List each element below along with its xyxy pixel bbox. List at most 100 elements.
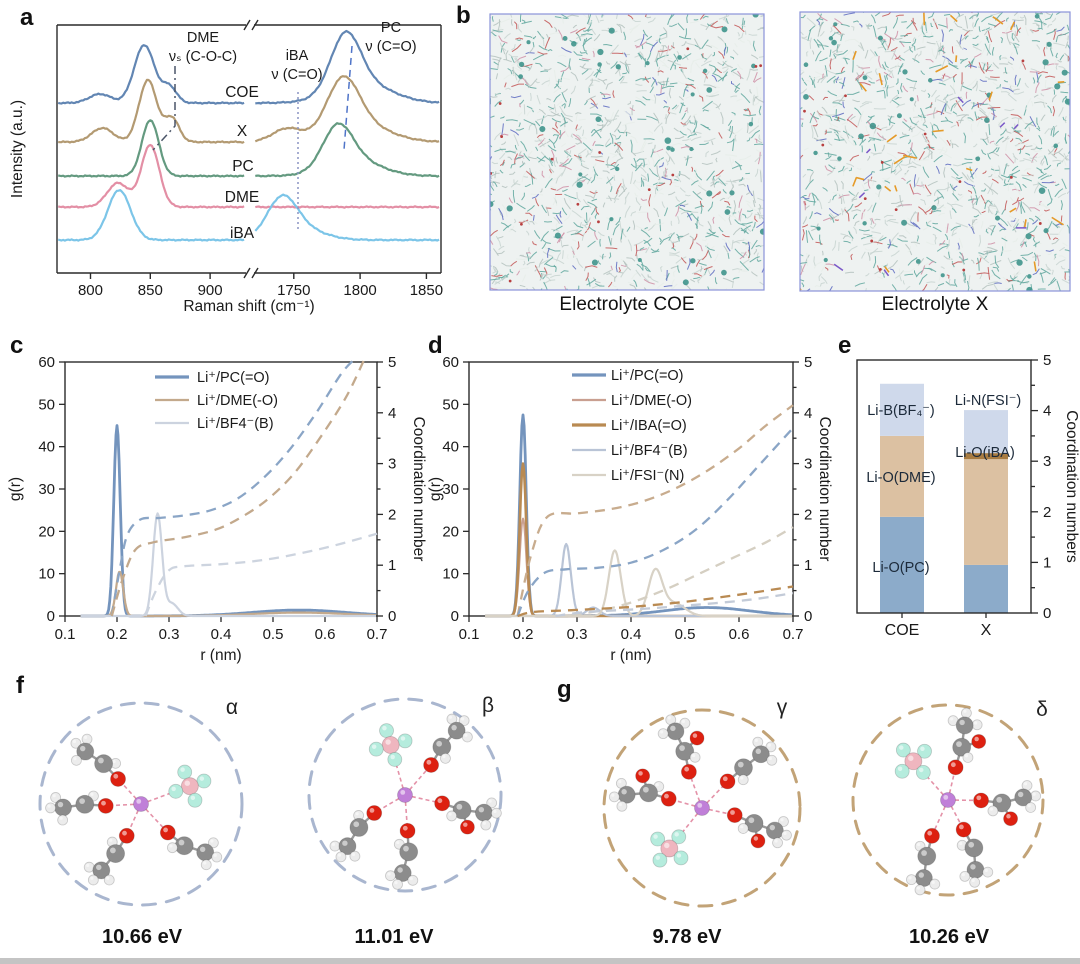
bar-segment <box>880 516 924 613</box>
stacked-bars <box>880 383 1008 613</box>
panel-a-letter: a <box>20 4 34 31</box>
svg-text:Li-O(PC): Li-O(PC) <box>872 560 929 576</box>
svg-text:40: 40 <box>38 439 55 456</box>
svg-text:X: X <box>237 123 248 140</box>
rdf-y-right-label: Coordination number <box>816 417 833 562</box>
molecular-cluster <box>307 697 503 893</box>
svg-text:1: 1 <box>804 557 812 574</box>
bonds <box>334 718 497 885</box>
rdf-y-left-label: g(r) <box>427 477 444 501</box>
bar-segment-labels: Li-B(BF₄⁻) Li-O(DME) Li-O(PC) Li-N(FSI⁻) Li-… <box>866 393 1021 576</box>
svg-text:Li-O(DME): Li-O(DME) <box>866 470 935 486</box>
svg-text:PC: PC <box>232 158 254 175</box>
svg-text:10: 10 <box>38 566 55 583</box>
rdf-x-label: r (nm) <box>200 647 241 664</box>
svg-text:4: 4 <box>388 405 396 422</box>
solvation-shell-circle <box>602 708 802 908</box>
gr-curve <box>80 424 377 618</box>
rdf-x-label: r (nm) <box>610 647 651 664</box>
panel-g-letter: g <box>557 676 572 703</box>
svg-text:COE: COE <box>225 84 259 101</box>
cluster-beta-label: β <box>481 694 495 717</box>
rdf-cn-curves <box>110 359 378 617</box>
rdf-y-right-label: Coordination number <box>410 417 427 562</box>
image-edge-artifact <box>0 958 1080 964</box>
gr-curve <box>485 549 792 618</box>
svg-text:Li⁺/BF4⁻(B): Li⁺/BF4⁻(B) <box>197 416 274 432</box>
svg-text:60: 60 <box>38 354 55 371</box>
svg-text:Li⁺/IBA(=O): Li⁺/IBA(=O) <box>611 418 687 434</box>
solvation-shell-circle <box>851 703 1045 897</box>
molecular-cluster <box>602 708 802 908</box>
solvation-shell-circle <box>38 701 244 907</box>
svg-text:0.5: 0.5 <box>675 626 696 643</box>
svg-text:ν (C=O): ν (C=O) <box>365 39 416 55</box>
raman-x-label: Raman shift (cm⁻¹) <box>183 298 314 315</box>
cluster-delta-energy: 10.26 eV <box>908 926 990 948</box>
rdf-gr-curves <box>484 413 793 618</box>
svg-text:2: 2 <box>1043 504 1051 521</box>
svg-text:0: 0 <box>1043 605 1051 622</box>
panel-f-clusters: f α β 10.66 eV 11.01 eV <box>0 664 540 964</box>
svg-text:30: 30 <box>442 481 459 498</box>
panel-c-rdf-coe: c 0.1 0.2 0.3 0.4 0.5 0.6 0.7 0 10 20 30 40 50 60 0 1 2 3… <box>0 330 440 670</box>
svg-text:1: 1 <box>388 557 396 574</box>
bar-segment <box>964 453 1008 460</box>
rdf-cn-curves <box>516 404 794 618</box>
bar-segment <box>964 410 1008 454</box>
atoms <box>608 714 792 868</box>
bar-segment <box>880 435 924 517</box>
panel-e-letter: e <box>838 332 852 359</box>
atoms <box>329 713 502 890</box>
svg-text:ν (C=O): ν (C=O) <box>271 67 322 83</box>
svg-text:X: X <box>981 622 992 639</box>
panel-a-raman-spectra: a 800 850 900 1750 1800 1850 Raman shift (cm⁻¹… <box>0 0 455 325</box>
svg-text:0.4: 0.4 <box>211 626 232 643</box>
rdf-legend: Li⁺/PC(=O) Li⁺/DME(-O) Li⁺/BF4⁻(B) <box>155 370 278 432</box>
cluster-beta-energy: 11.01 eV <box>354 926 434 948</box>
atoms <box>894 707 1042 896</box>
svg-text:0.6: 0.6 <box>729 626 750 643</box>
cluster-alpha-energy: 10.66 eV <box>101 926 183 948</box>
svg-text:20: 20 <box>442 523 459 540</box>
raman-y-label: Intensity (a.u.) <box>9 100 26 198</box>
rdf-ticks <box>463 361 799 622</box>
svg-text:2: 2 <box>388 506 396 523</box>
cn-curve <box>516 404 794 617</box>
svg-text:0.4: 0.4 <box>621 626 642 643</box>
cluster-drawings-f <box>38 697 503 907</box>
svg-text:30: 30 <box>38 481 55 498</box>
svg-text:Li-B(BF₄⁻): Li-B(BF₄⁻) <box>867 403 935 419</box>
svg-text:Li⁺/DME(-O): Li⁺/DME(-O) <box>197 393 278 409</box>
atoms <box>45 733 223 886</box>
molecular-cluster <box>38 701 244 907</box>
svg-text:0.5: 0.5 <box>263 626 284 643</box>
svg-text:1850: 1850 <box>410 282 443 299</box>
gr-curve <box>80 512 376 618</box>
svg-text:5: 5 <box>804 354 812 371</box>
cluster-alpha-label: α <box>225 696 239 719</box>
panel-e-coordination-bars: e 0 1 2 3 4 5 COE X Coordination numbers Li-B(BF₄… <box>830 330 1080 670</box>
svg-text:0.6: 0.6 <box>315 626 336 643</box>
cn-curve <box>144 532 378 617</box>
svg-text:0: 0 <box>47 608 55 625</box>
md-simulation-boxes <box>489 11 1071 292</box>
panel-d-letter: d <box>428 332 443 359</box>
svg-text:PC: PC <box>381 20 401 36</box>
svg-text:0: 0 <box>451 608 459 625</box>
svg-text:5: 5 <box>1043 352 1051 369</box>
svg-text:iBA: iBA <box>286 48 309 64</box>
panel-b-letter: b <box>456 2 471 29</box>
md-box <box>800 12 1070 291</box>
cluster-gamma-label: γ <box>776 696 788 719</box>
svg-text:850: 850 <box>138 282 163 299</box>
svg-text:Li⁺/PC(=O): Li⁺/PC(=O) <box>197 370 270 386</box>
svg-text:0.7: 0.7 <box>367 626 388 643</box>
svg-text:0.3: 0.3 <box>567 626 588 643</box>
bar-segment <box>964 459 1008 565</box>
raman-curve-X <box>58 75 440 144</box>
raman-x-ticks: 800 850 900 1750 1800 1850 <box>78 273 443 299</box>
rdf-y-left-label: g(r) <box>7 477 24 501</box>
